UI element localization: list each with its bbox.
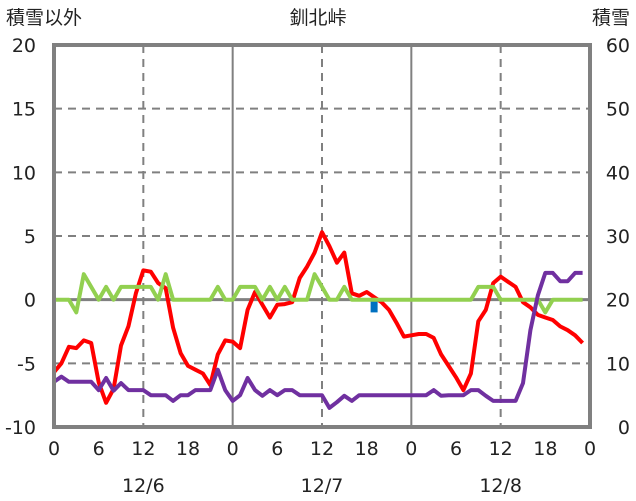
x-tick-label: 6 — [450, 438, 462, 460]
y-right-tick-label: 60 — [606, 35, 630, 57]
y-right-tick-label: 0 — [618, 417, 630, 439]
series-line-red — [52, 230, 585, 405]
grid — [54, 45, 590, 427]
x-tick-label: 0 — [48, 438, 60, 460]
series-line-purple — [52, 270, 583, 410]
y-right-tick-label: 10 — [606, 353, 630, 375]
x-tick-label: 12 — [310, 438, 334, 460]
right-axis-title: 積雪 — [592, 7, 630, 29]
bar-blue — [370, 299, 378, 313]
x-tick-label: 0 — [584, 438, 596, 460]
x-tick-label: 0 — [227, 438, 239, 460]
x-tick-label: 12 — [131, 438, 155, 460]
x-tick-label: 18 — [176, 438, 200, 460]
y-right-tick-label: 20 — [606, 290, 630, 312]
y-left-tick-label: -10 — [5, 417, 36, 439]
chart-title: 釧北峠 — [289, 7, 346, 29]
x-tick-label: 18 — [533, 438, 557, 460]
y-left-tick-label: 10 — [12, 162, 36, 184]
x-tick-label: 6 — [271, 438, 283, 460]
y-left-tick-label: -5 — [17, 353, 36, 375]
date-label: 12/6 — [122, 475, 165, 497]
y-right-tick-label: 40 — [606, 162, 630, 184]
x-tick-label: 12 — [489, 438, 513, 460]
y-left-tick-label: 0 — [24, 290, 36, 312]
date-label: 12/8 — [479, 475, 522, 497]
left-axis-title: 積雪以外 — [6, 7, 82, 29]
y-right-tick-label: 30 — [606, 226, 630, 248]
y-right-tick-label: 50 — [606, 99, 630, 121]
x-tick-label: 0 — [405, 438, 417, 460]
series-line-green — [54, 272, 583, 315]
date-label: 12/7 — [301, 475, 344, 497]
y-left-tick-label: 15 — [12, 99, 36, 121]
x-tick-label: 18 — [355, 438, 379, 460]
plot-border — [52, 43, 592, 429]
x-tick-label: 6 — [93, 438, 105, 460]
y-left-tick-label: 5 — [24, 226, 36, 248]
marks — [52, 230, 585, 410]
y-left-tick-label: 20 — [12, 35, 36, 57]
